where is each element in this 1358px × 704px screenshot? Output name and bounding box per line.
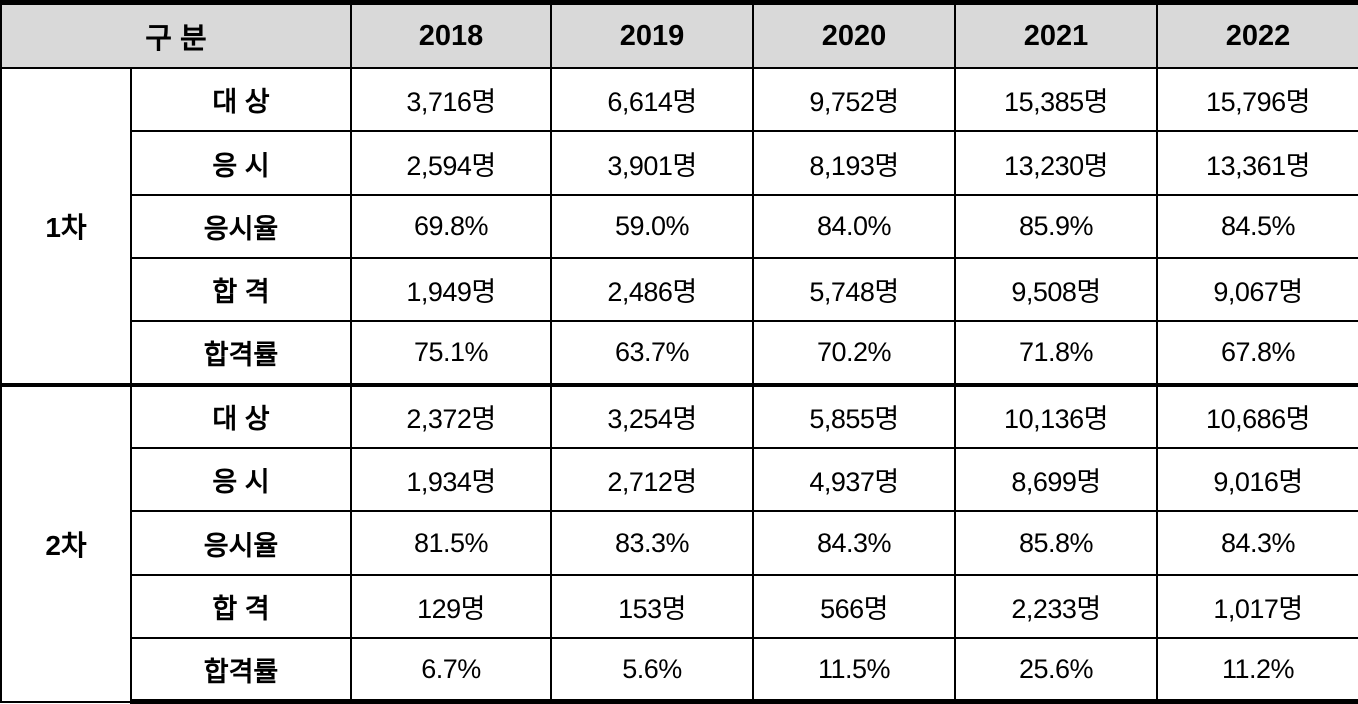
data-cell: 129명 [350,573,553,640]
data-cell: 3,901명 [550,130,755,196]
data-cell: 5,748명 [752,257,957,323]
data-cell: 6.7% [350,637,553,704]
data-cell: 69.8% [350,193,553,260]
table-row: 2차 대 상 2,372명 3,254명 5,855명 10,136명 10,6… [0,382,1358,703]
table-row: 응 시 2,594명 3,901명 8,193명 13,230명 13,361명 [1,130,1358,196]
data-cell: 2,712명 [550,447,755,513]
header-year: 2019 [550,0,755,69]
data-cell: 4,937명 [752,447,957,513]
data-cell: 8,699명 [954,447,1159,513]
header-year: 2021 [954,0,1159,69]
row-label: 합격률 [129,637,353,704]
data-cell: 9,016명 [1156,447,1358,513]
data-cell: 2,372명 [350,382,553,450]
data-cell: 2,594명 [350,130,553,196]
data-cell: 25.6% [954,637,1159,704]
data-cell: 9,067명 [1156,257,1358,323]
row-label: 응시율 [129,510,353,576]
row-label: 대 상 [129,66,353,133]
data-cell: 84.3% [1156,510,1358,576]
data-cell: 81.5% [350,510,553,576]
data-cell: 15,796명 [1156,66,1358,133]
data-cell: 15,385명 [954,66,1159,133]
table-row: 합격률 75.1% 63.7% 70.2% 71.8% 67.8% [1,320,1358,386]
data-cell: 10,686명 [1156,382,1358,450]
data-cell: 11.5% [752,637,957,704]
row-label: 합격률 [129,320,353,386]
table-row: 응 시 1,934명 2,712명 4,937명 8,699명 9,016명 [1,447,1358,513]
data-cell: 70.2% [752,320,957,386]
data-cell: 63.7% [550,320,755,386]
data-cell: 84.3% [752,510,957,576]
data-cell: 1,949명 [350,257,553,323]
data-cell: 59.0% [550,193,755,260]
table-row: 응시율 69.8% 59.0% 84.0% 85.9% 84.5% [1,193,1358,260]
section-label: 2차 [0,382,132,703]
data-cell: 13,361명 [1156,130,1358,196]
data-cell: 3,254명 [550,382,755,450]
data-cell: 2,233명 [954,573,1159,640]
data-cell: 2,486명 [550,257,755,323]
header-category: 구 분 [0,0,353,69]
data-cell: 84.0% [752,193,957,260]
data-cell: 3,716명 [350,66,553,133]
row-label: 응시율 [129,193,353,260]
data-cell: 153명 [550,573,755,640]
data-cell: 8,193명 [752,130,957,196]
data-cell: 11.2% [1156,637,1358,704]
row-label: 합 격 [129,257,353,323]
row-label: 합 격 [129,573,353,640]
data-cell: 6,614명 [550,66,755,133]
data-cell: 83.3% [550,510,755,576]
data-cell: 5.6% [550,637,755,704]
data-cell: 1,017명 [1156,573,1358,640]
table-row: 합 격 1,949명 2,486명 5,748명 9,508명 9,067명 [1,257,1358,323]
data-cell: 75.1% [350,320,553,386]
data-cell: 85.8% [954,510,1159,576]
section-label: 1차 [0,67,132,386]
data-cell: 71.8% [954,320,1159,386]
table-row: 1차 대 상 3,716명 6,614명 9,752명 15,385명 15,7… [0,66,1358,386]
table-row: 합 격 129명 153명 566명 2,233명 1,017명 [1,573,1358,640]
table-row: 합격률 6.7% 5.6% 11.5% 25.6% 11.2% [1,637,1358,704]
data-cell: 5,855명 [752,382,957,450]
row-label: 응 시 [129,447,353,513]
header-year: 2022 [1156,0,1358,69]
data-cell: 10,136명 [954,382,1159,450]
header-year: 2018 [350,0,553,69]
header-row: 구 분 2018 2019 2020 2021 2022 [0,0,1358,69]
header-year: 2020 [752,0,957,69]
data-cell: 9,752명 [752,66,957,133]
data-cell: 566명 [752,573,957,640]
data-cell: 67.8% [1156,320,1358,386]
data-cell: 84.5% [1156,193,1358,260]
row-label: 대 상 [129,382,353,450]
table-row: 응시율 81.5% 83.3% 84.3% 85.8% 84.3% [1,510,1358,576]
data-cell: 85.9% [954,193,1159,260]
data-cell: 1,934명 [350,447,553,513]
data-cell: 9,508명 [954,257,1159,323]
row-label: 응 시 [129,130,353,196]
data-cell: 13,230명 [954,130,1159,196]
